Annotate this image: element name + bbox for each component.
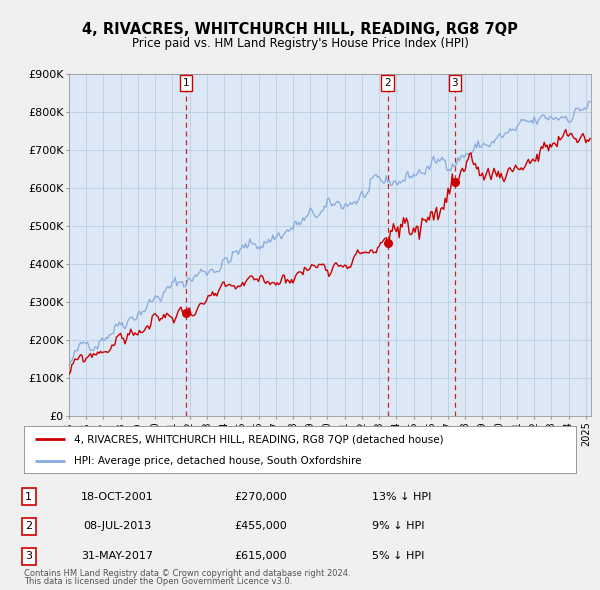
- Text: 31-MAY-2017: 31-MAY-2017: [81, 552, 153, 561]
- Text: 3: 3: [452, 78, 458, 88]
- Text: 18-OCT-2001: 18-OCT-2001: [80, 492, 154, 502]
- Text: £455,000: £455,000: [235, 522, 287, 531]
- Text: HPI: Average price, detached house, South Oxfordshire: HPI: Average price, detached house, Sout…: [74, 456, 361, 466]
- Text: £270,000: £270,000: [235, 492, 287, 502]
- Text: 1: 1: [183, 78, 190, 88]
- Text: £615,000: £615,000: [235, 552, 287, 561]
- Text: 2: 2: [385, 78, 391, 88]
- Text: 2: 2: [25, 522, 32, 531]
- Text: 5% ↓ HPI: 5% ↓ HPI: [372, 552, 424, 561]
- Text: 9% ↓ HPI: 9% ↓ HPI: [372, 522, 425, 531]
- Text: 3: 3: [25, 552, 32, 561]
- Text: 1: 1: [25, 492, 32, 502]
- Text: Contains HM Land Registry data © Crown copyright and database right 2024.: Contains HM Land Registry data © Crown c…: [24, 569, 350, 578]
- Text: 13% ↓ HPI: 13% ↓ HPI: [372, 492, 431, 502]
- Text: 08-JUL-2013: 08-JUL-2013: [83, 522, 151, 531]
- Text: This data is licensed under the Open Government Licence v3.0.: This data is licensed under the Open Gov…: [24, 578, 292, 586]
- Text: 4, RIVACRES, WHITCHURCH HILL, READING, RG8 7QP (detached house): 4, RIVACRES, WHITCHURCH HILL, READING, R…: [74, 434, 443, 444]
- Text: Price paid vs. HM Land Registry's House Price Index (HPI): Price paid vs. HM Land Registry's House …: [131, 37, 469, 50]
- Text: 4, RIVACRES, WHITCHURCH HILL, READING, RG8 7QP: 4, RIVACRES, WHITCHURCH HILL, READING, R…: [82, 22, 518, 37]
